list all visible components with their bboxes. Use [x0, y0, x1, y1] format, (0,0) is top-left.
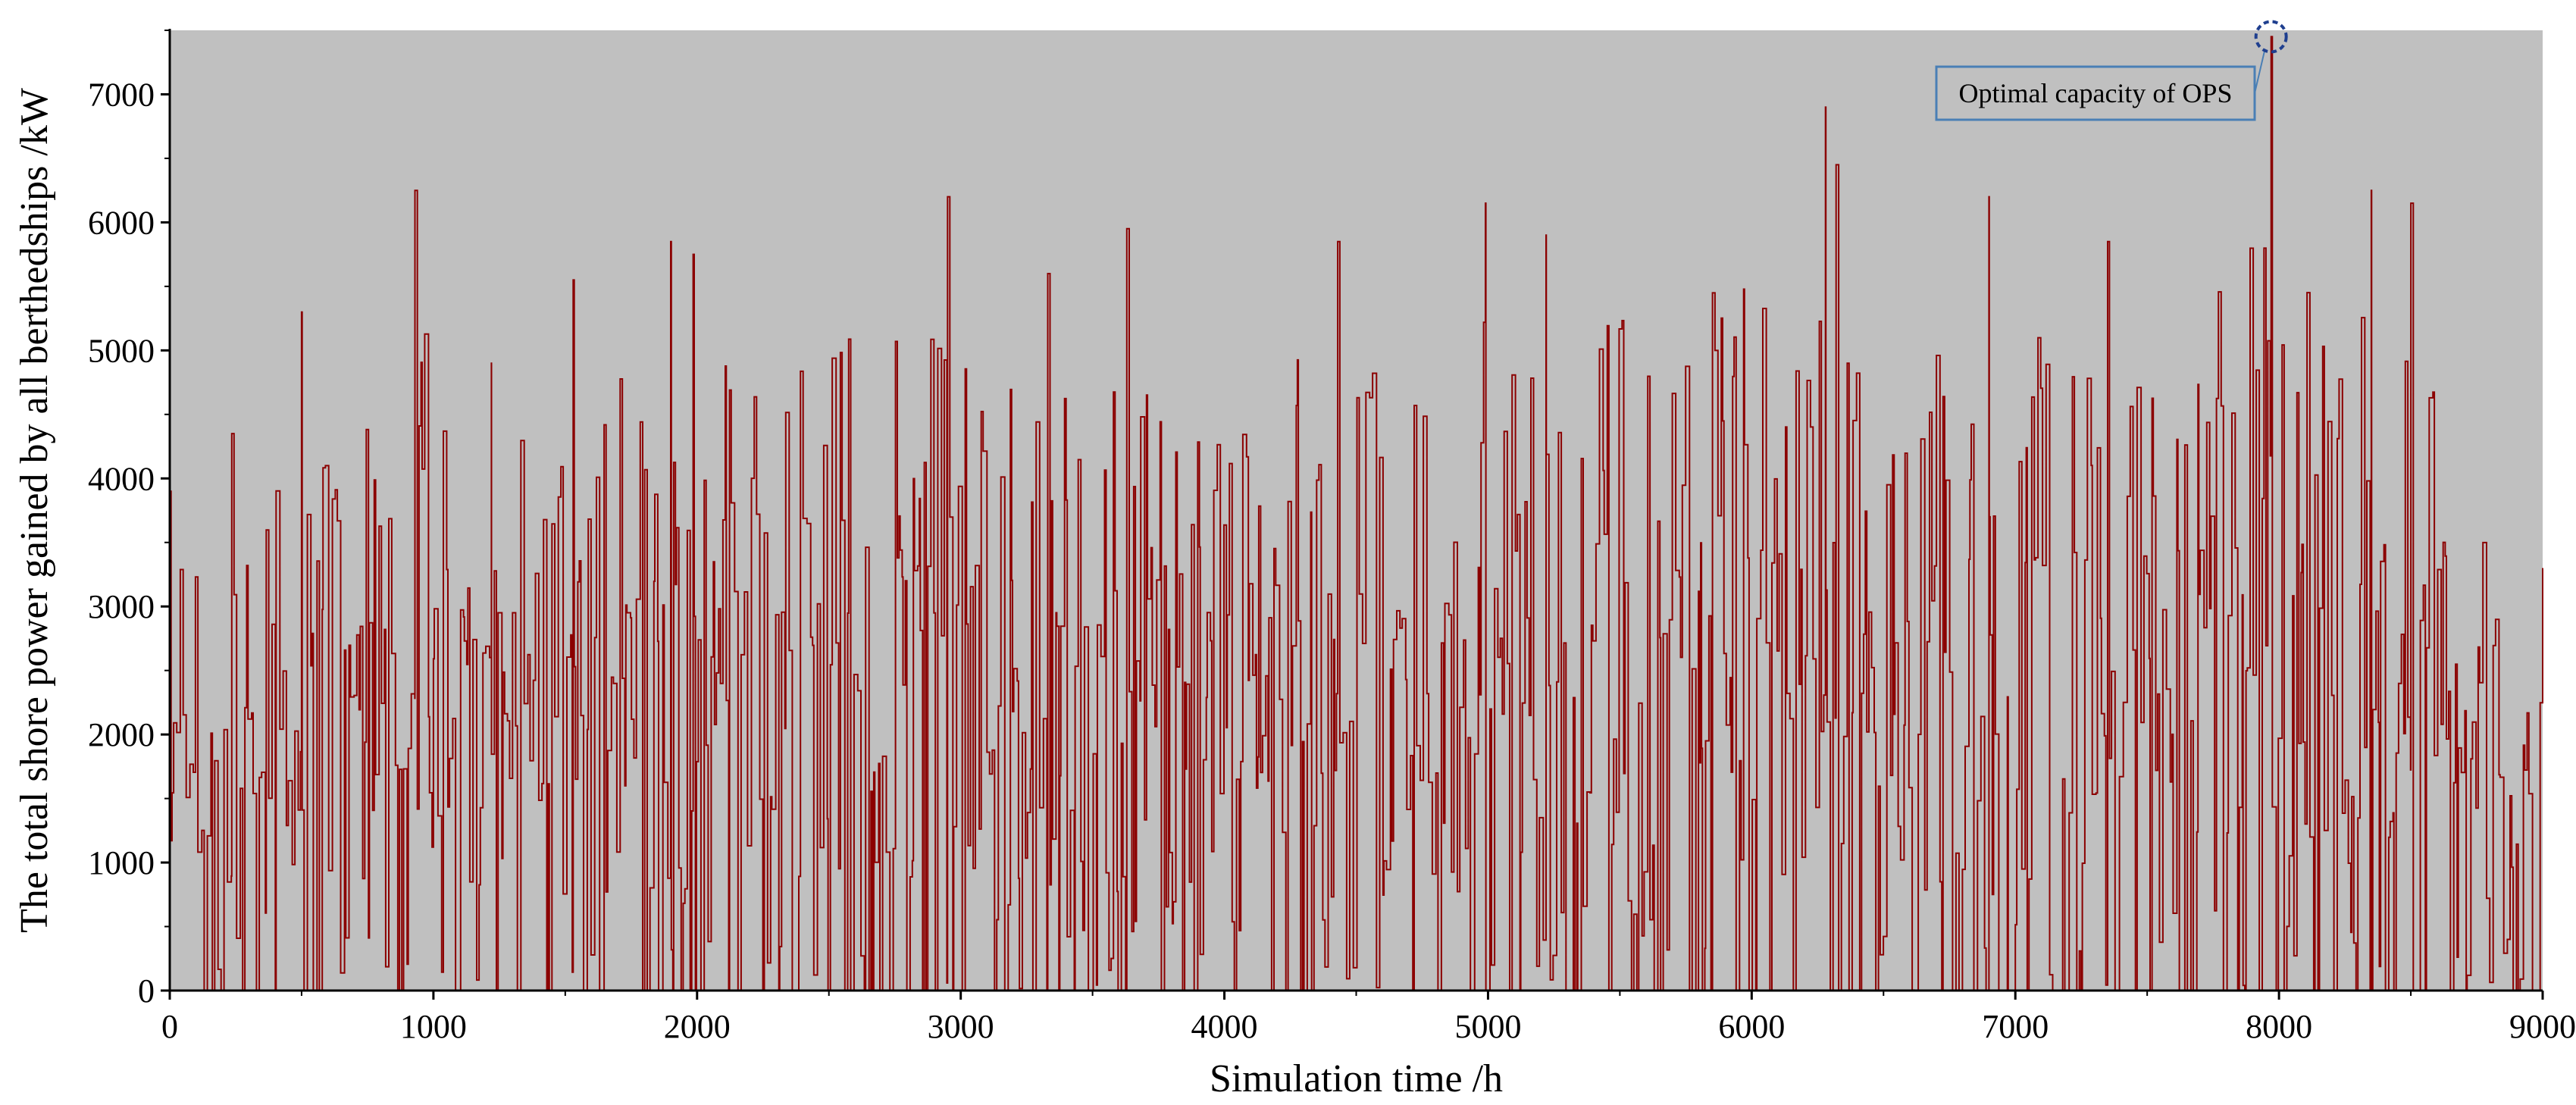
- y-tick-label: 5000: [88, 332, 155, 369]
- ticks-layer: 0 1000 2000 3000 4000 5000 6000 7000 8000 9000 0 10…: [88, 30, 2576, 1045]
- peak-marker-circle: [2254, 20, 2288, 54]
- y-axis-title: The total shore power gained by all bert…: [13, 88, 56, 933]
- y-tick-label: 0: [138, 972, 155, 1010]
- y-tick-label: 7000: [88, 76, 155, 113]
- x-tick-label: 4000: [1191, 1008, 1258, 1045]
- y-tick-label: 3000: [88, 588, 155, 625]
- x-tick-label: 1000: [400, 1008, 467, 1045]
- y-tick-label: 6000: [88, 204, 155, 241]
- annotation-connector: [2254, 49, 2266, 94]
- x-tick-label: 2000: [664, 1008, 731, 1045]
- annotation-text: Optimal capacity of OPS: [1959, 78, 2233, 108]
- x-tick-label: 7000: [1982, 1008, 2049, 1045]
- series-line: [169, 36, 2543, 991]
- y-tick-label: 4000: [88, 460, 155, 497]
- x-tick-label: 8000: [2246, 1008, 2312, 1045]
- annotation-box: [1935, 65, 2256, 121]
- x-axis-title: Simulation time /h: [1210, 1057, 1503, 1100]
- x-tick-label: 9000: [2509, 1008, 2576, 1045]
- x-tick-label: 3000: [928, 1008, 994, 1045]
- x-tick-label: 0: [161, 1008, 178, 1045]
- x-tick-label: 5000: [1454, 1008, 1521, 1045]
- y-tick-label: 1000: [88, 844, 155, 881]
- annotation-layer: Optimal capacity of OPS: [1935, 20, 2288, 121]
- y-tick-label: 2000: [88, 716, 155, 753]
- series-layer: [169, 36, 2543, 991]
- x-tick-label: 6000: [1718, 1008, 1785, 1045]
